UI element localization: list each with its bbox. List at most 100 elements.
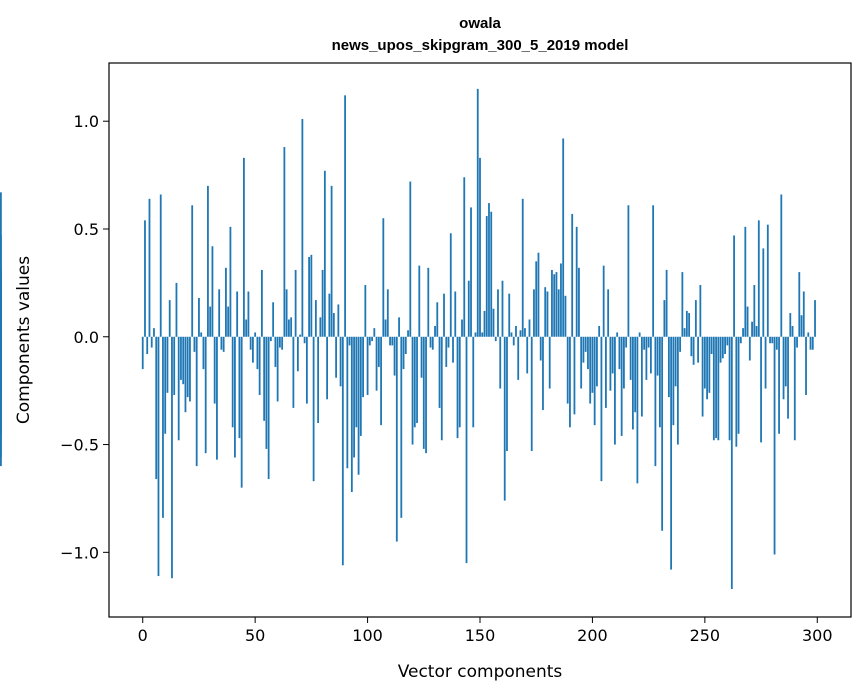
bar — [162, 336, 164, 518]
bar — [177, 336, 180, 441]
bar — [144, 220, 146, 337]
bar — [285, 289, 288, 337]
bar — [769, 336, 771, 344]
bar — [490, 211, 493, 337]
bar — [515, 325, 517, 337]
bar — [254, 332, 257, 337]
bar — [766, 224, 769, 337]
bar — [434, 325, 436, 337]
bar — [778, 336, 780, 434]
bar — [499, 336, 502, 389]
bar — [787, 336, 789, 419]
bar — [643, 336, 646, 350]
bar — [528, 319, 531, 337]
bar — [220, 336, 223, 350]
bar — [564, 295, 567, 337]
bar — [400, 336, 403, 518]
bar — [373, 328, 376, 337]
bar — [476, 88, 479, 337]
bar — [508, 293, 511, 337]
bar — [263, 336, 266, 421]
bar — [598, 325, 601, 337]
bar — [465, 336, 468, 564]
bar — [717, 336, 720, 441]
bar — [721, 336, 724, 359]
bar — [625, 336, 628, 348]
bar — [278, 336, 281, 348]
bar — [517, 336, 520, 380]
bar — [166, 336, 169, 393]
bar — [807, 332, 810, 337]
bar — [607, 289, 610, 337]
bar — [623, 336, 625, 389]
bar — [243, 157, 245, 337]
bar — [474, 332, 477, 337]
bar — [189, 336, 191, 402]
bar — [204, 336, 207, 454]
bar — [193, 336, 196, 352]
chart-subtitle: news_upos_skipgram_300_5_2019 model — [332, 37, 629, 54]
bar — [258, 336, 261, 395]
bar — [364, 285, 367, 337]
bar — [207, 185, 209, 337]
bar — [575, 226, 578, 337]
bar — [560, 263, 562, 337]
bar — [312, 336, 315, 482]
bar — [485, 216, 488, 337]
bar — [225, 267, 227, 337]
bar — [180, 336, 182, 380]
bar — [458, 336, 461, 428]
bar — [519, 330, 522, 337]
x-tick-label: 50 — [245, 626, 265, 645]
bar — [314, 300, 317, 337]
bar — [305, 336, 308, 404]
bar — [596, 336, 598, 387]
bar — [308, 257, 311, 337]
bar — [798, 272, 801, 337]
bar — [164, 336, 167, 434]
bar — [706, 336, 708, 400]
bar — [418, 265, 421, 337]
bar — [742, 328, 744, 337]
y-tick-label: 1.0 — [74, 112, 99, 131]
bar — [337, 304, 340, 337]
y-tick-label: 0.5 — [74, 220, 99, 239]
bar — [728, 336, 731, 441]
bar — [616, 332, 619, 337]
x-tick-label: 150 — [465, 626, 496, 645]
bar — [182, 336, 185, 385]
bar — [202, 336, 205, 370]
bar — [452, 336, 454, 363]
bar — [638, 332, 641, 337]
bar — [506, 336, 508, 452]
bar — [530, 336, 533, 452]
bar — [440, 336, 443, 441]
bar — [150, 336, 153, 348]
bar — [665, 269, 668, 337]
bar — [697, 336, 699, 363]
bar — [640, 336, 643, 417]
x-tick-label: 100 — [352, 626, 383, 645]
bar — [184, 336, 187, 413]
bar — [562, 138, 565, 337]
bar — [701, 336, 704, 417]
bar — [629, 336, 632, 380]
bar — [472, 336, 475, 428]
bar — [294, 269, 297, 337]
bar — [791, 325, 794, 337]
bar — [627, 205, 630, 337]
bar — [216, 336, 218, 460]
bar — [510, 332, 513, 337]
bar — [789, 313, 792, 337]
bar — [404, 336, 407, 355]
bar — [492, 308, 495, 337]
bar — [712, 336, 715, 441]
bar — [649, 336, 652, 374]
bar — [328, 293, 331, 337]
bar — [346, 336, 349, 469]
bar — [748, 336, 751, 361]
bar — [153, 328, 155, 337]
bar — [699, 285, 702, 337]
bar — [382, 218, 385, 337]
bar — [213, 336, 216, 404]
